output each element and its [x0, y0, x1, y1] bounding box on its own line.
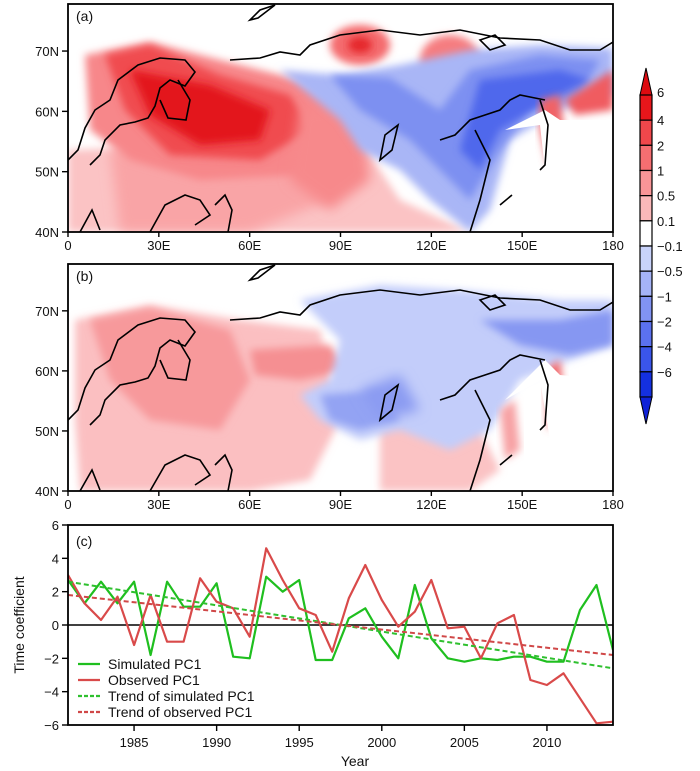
- map-panel-b: (b): [67, 263, 614, 492]
- y-tick-label: −6: [44, 718, 59, 733]
- colorbar-bin: [639, 320, 653, 348]
- legend-label: Simulated PC1: [108, 656, 202, 672]
- colorbar-bin: [639, 144, 653, 172]
- colorbar-bin: [639, 270, 653, 297]
- lon-tick-label-a: 60E: [238, 238, 261, 253]
- colorbar-label: −0.5: [657, 264, 683, 279]
- colorbar: 6 4 2 1 0.5 0.1 −0.1 −0.5 −1 −2 −4 −6: [639, 67, 683, 425]
- colorbar-bin: [639, 119, 653, 146]
- colorbar-label: −2: [657, 315, 672, 330]
- y-tick-label: −4: [44, 685, 59, 700]
- colorbar-bin: [639, 169, 653, 197]
- y-tick-label: 0: [52, 618, 59, 633]
- colorbar-bin: [639, 220, 653, 247]
- legend-label: Trend of observed PC1: [108, 704, 252, 720]
- panel-c-label: (c): [76, 533, 92, 549]
- lon-tick-label-b: 120E: [416, 497, 447, 512]
- lon-tick-label-b: 30E: [147, 497, 170, 512]
- lat-tick-label-a: 60N: [35, 104, 59, 119]
- lon-tick-label-b: 180: [602, 497, 624, 512]
- y-axis-title: Time coefficient: [11, 576, 27, 673]
- colorbar-bin: [639, 94, 653, 121]
- coastlines-a: [68, 4, 613, 232]
- lon-tick-label-a: 30E: [147, 238, 170, 253]
- y-tick-label: 6: [52, 518, 59, 533]
- lon-tick-label-a: 0: [64, 238, 71, 253]
- colorbar-bin: [639, 195, 653, 222]
- colorbar-label: 0.1: [657, 214, 675, 229]
- lon-tick-label-a: 150E: [507, 238, 538, 253]
- colorbar-bin: [639, 295, 653, 323]
- lon-tick-label-a: 90E: [329, 238, 352, 253]
- colorbar-label: 1: [657, 164, 664, 179]
- lat-tick-label-a: 40N: [35, 225, 59, 240]
- y-axis: −6 −4 −2 0 2 4 6: [44, 518, 68, 733]
- x-tick-label: 1985: [120, 735, 149, 750]
- y-tick-label: 2: [52, 585, 59, 600]
- lon-tick-label-b: 90E: [329, 497, 352, 512]
- lat-tick-label-a: 70N: [35, 44, 59, 59]
- series-group: [68, 547, 613, 725]
- lat-tick-label-b: 60N: [35, 364, 59, 379]
- map-panel-a: (a): [67, 3, 614, 233]
- map-axis-ticks: 40N 50N 60N 70N 0 30E 60E 90E 120E 150E 180 40N 50N 6…: [35, 44, 624, 512]
- coastlines-b: [68, 264, 613, 491]
- panel-a-label: (a): [76, 8, 93, 24]
- x-tick-label: 2010: [532, 735, 561, 750]
- colorbar-label: 4: [657, 113, 664, 128]
- lat-tick-label-b: 40N: [35, 484, 59, 499]
- colorbar-label: −1: [657, 289, 672, 304]
- colorbar-label: −4: [657, 340, 672, 355]
- lon-tick-label-b: 150E: [507, 497, 538, 512]
- colorbar-bin: [639, 371, 653, 398]
- colorbar-label: 6: [657, 85, 664, 100]
- lon-tick-label-a: 180: [602, 238, 624, 253]
- x-tick-label: 1995: [285, 735, 314, 750]
- panel-b-label: (b): [76, 268, 93, 284]
- lat-tick-label-b: 70N: [35, 304, 59, 319]
- x-tick-label: 2005: [450, 735, 479, 750]
- y-tick-label: −2: [44, 651, 59, 666]
- colorbar-top-arrow: [639, 67, 653, 96]
- lon-tick-label-b: 0: [64, 497, 71, 512]
- lon-tick-label-a: 120E: [416, 238, 447, 253]
- colorbar-label: 0.5: [657, 189, 675, 204]
- lon-tick-label-b: 60E: [238, 497, 261, 512]
- lat-tick-label-a: 50N: [35, 165, 59, 180]
- series-line-trend-of-observed-pc1: [68, 594, 613, 656]
- colorbar-bin: [639, 346, 653, 373]
- y-tick-label: 4: [52, 551, 59, 566]
- legend-label: Trend of simulated PC1: [108, 688, 255, 704]
- map-a-field: [68, 4, 613, 232]
- x-tick-label: 2000: [367, 735, 396, 750]
- legend-label: Observed PC1: [108, 672, 200, 688]
- map-b-field: [68, 264, 613, 491]
- x-axis: 1985 1990 1995 2000 2005 2010: [120, 725, 561, 750]
- colorbar-label: 2: [657, 138, 664, 153]
- colorbar-bottom-arrow: [639, 396, 653, 425]
- colorbar-label: −6: [657, 365, 672, 380]
- colorbar-label: −0.1: [657, 239, 683, 254]
- x-axis-title: Year: [341, 753, 370, 769]
- x-tick-label: 1990: [202, 735, 231, 750]
- lat-tick-label-b: 50N: [35, 424, 59, 439]
- colorbar-bin: [639, 245, 653, 272]
